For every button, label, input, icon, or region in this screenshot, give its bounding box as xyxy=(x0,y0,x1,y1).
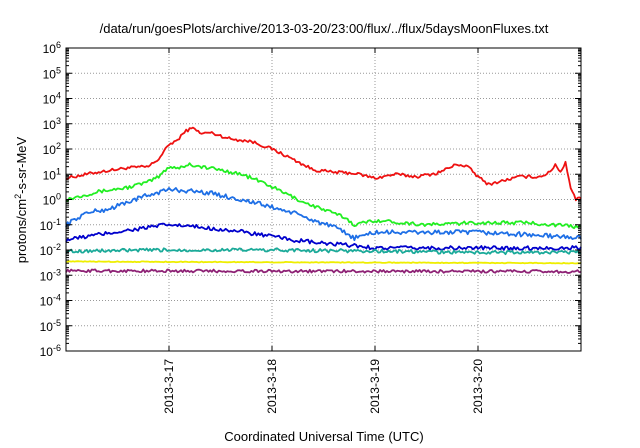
y-tick-label: 101 xyxy=(43,166,61,182)
y-tick-exponent: 5 xyxy=(56,65,61,75)
y-tick-label: 10-1 xyxy=(40,217,61,233)
y-tick-exponent: -4 xyxy=(53,293,61,303)
series-line xyxy=(65,186,582,242)
y-tick-base: 10 xyxy=(43,194,57,208)
series-line xyxy=(65,222,582,251)
y-tick-exponent: 0 xyxy=(56,192,61,202)
x-tick-label: 2013-3-20 xyxy=(471,359,485,414)
y-axis-title-suffix: -s-sr-MeV xyxy=(14,136,29,193)
y-tick-label: 10-5 xyxy=(40,318,61,334)
x-tick-labels: 2013-3-17 2013-3-18 2013-3-19 2013-3-20 xyxy=(162,359,485,414)
y-tick-exponent: -2 xyxy=(53,242,61,252)
y-tick-base: 10 xyxy=(40,244,54,258)
y-tick-label: 10-3 xyxy=(40,267,61,283)
x-axis-title: Coordinated Universal Time (UTC) xyxy=(224,429,423,444)
chart-title: /data/run/goesPlots/archive/2013-03-20/2… xyxy=(100,21,549,36)
series-line xyxy=(65,247,582,256)
series-line xyxy=(65,126,582,202)
y-axis-title-prefix: protons/cm xyxy=(14,199,29,263)
y-tick-exponent: -3 xyxy=(53,267,61,277)
y-tick-base: 10 xyxy=(40,345,54,359)
y-tick-base: 10 xyxy=(40,269,54,283)
y-tick-base: 10 xyxy=(40,320,54,334)
series-group xyxy=(65,126,582,274)
y-tick-label: 10-4 xyxy=(40,293,61,309)
y-tick-labels: 10610510410310210110010-110-210-310-410-… xyxy=(40,40,61,359)
y-tick-base: 10 xyxy=(43,93,57,107)
y-tick-label: 106 xyxy=(43,40,61,56)
y-tick-exponent: 4 xyxy=(56,91,61,101)
y-axis-title-sup: 2 xyxy=(13,194,23,199)
x-tick-label: 2013-3-19 xyxy=(368,359,382,414)
series-line xyxy=(65,260,582,265)
series-line xyxy=(65,268,582,274)
y-tick-base: 10 xyxy=(43,67,57,81)
series-line xyxy=(65,162,582,230)
y-tick-base: 10 xyxy=(43,168,57,182)
y-tick-label: 102 xyxy=(43,141,61,157)
y-tick-base: 10 xyxy=(43,143,57,157)
axis-ticks xyxy=(66,47,581,352)
y-tick-label: 105 xyxy=(43,65,61,81)
y-tick-exponent: -1 xyxy=(53,217,61,227)
y-tick-base: 10 xyxy=(43,118,57,132)
y-tick-exponent: -5 xyxy=(53,318,61,328)
y-tick-base: 10 xyxy=(40,219,54,233)
y-tick-exponent: 1 xyxy=(56,166,61,176)
x-tick-label: 2013-3-17 xyxy=(162,359,176,414)
y-axis-title: protons/cm2-s-sr-MeV xyxy=(13,136,29,263)
y-tick-exponent: -6 xyxy=(53,343,61,353)
x-tick-label: 2013-3-18 xyxy=(265,359,279,414)
y-tick-label: 103 xyxy=(43,116,61,132)
y-tick-exponent: 3 xyxy=(56,116,61,126)
y-tick-label: 100 xyxy=(43,192,61,208)
y-tick-base: 10 xyxy=(40,295,54,309)
grid-lines xyxy=(66,48,581,351)
y-tick-exponent: 2 xyxy=(56,141,61,151)
y-tick-label: 104 xyxy=(43,91,61,107)
y-tick-label: 10-6 xyxy=(40,343,61,359)
y-tick-exponent: 6 xyxy=(56,40,61,50)
y-tick-base: 10 xyxy=(43,42,57,56)
plot-frame xyxy=(65,47,582,352)
y-tick-label: 10-2 xyxy=(40,242,61,258)
